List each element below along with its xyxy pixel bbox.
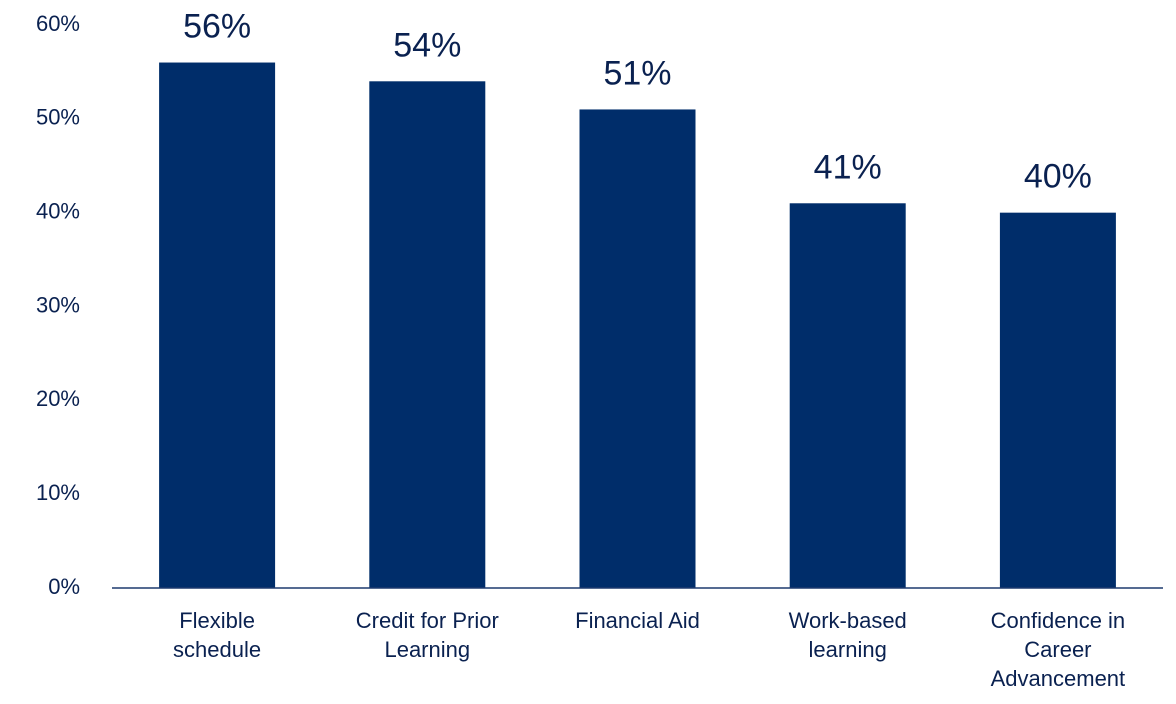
category-line: Work-based — [789, 608, 907, 633]
value-label: 56% — [183, 8, 251, 46]
x-tick-label: Confidence in Career Advancement — [991, 608, 1126, 691]
y-tick-label: 20% — [36, 386, 80, 411]
category-line: learning — [809, 637, 887, 662]
bar — [159, 62, 276, 589]
category-line: Career — [1024, 637, 1091, 662]
y-tick-label: 50% — [36, 105, 80, 130]
category-line: Flexible — [179, 608, 255, 633]
x-tick-label: Work-based learning — [789, 608, 907, 662]
category-line: Advancement — [991, 666, 1126, 691]
x-tick-label: Financial Aid — [575, 608, 700, 633]
value-label: 41% — [814, 148, 882, 186]
value-label: 51% — [603, 54, 671, 92]
bar — [369, 81, 486, 589]
y-tick-label: 40% — [36, 198, 80, 223]
category-line: Credit for Prior — [356, 608, 499, 633]
category-line: schedule — [173, 637, 261, 662]
y-tick-label: 0% — [48, 574, 80, 599]
y-tick-label: 60% — [36, 11, 80, 36]
value-label: 40% — [1024, 158, 1092, 196]
bar — [789, 203, 906, 589]
y-tick-label: 10% — [36, 480, 80, 505]
category-line: Confidence in — [991, 608, 1126, 633]
category-line: Learning — [384, 637, 470, 662]
x-tick-label: Flexible schedule — [173, 608, 261, 662]
bar — [999, 212, 1116, 588]
y-tick-label: 30% — [36, 292, 80, 317]
category-line: Financial Aid — [575, 608, 700, 633]
x-tick-label: Credit for Prior Learning — [356, 608, 499, 662]
value-label: 54% — [393, 26, 461, 64]
bar — [579, 109, 696, 588]
